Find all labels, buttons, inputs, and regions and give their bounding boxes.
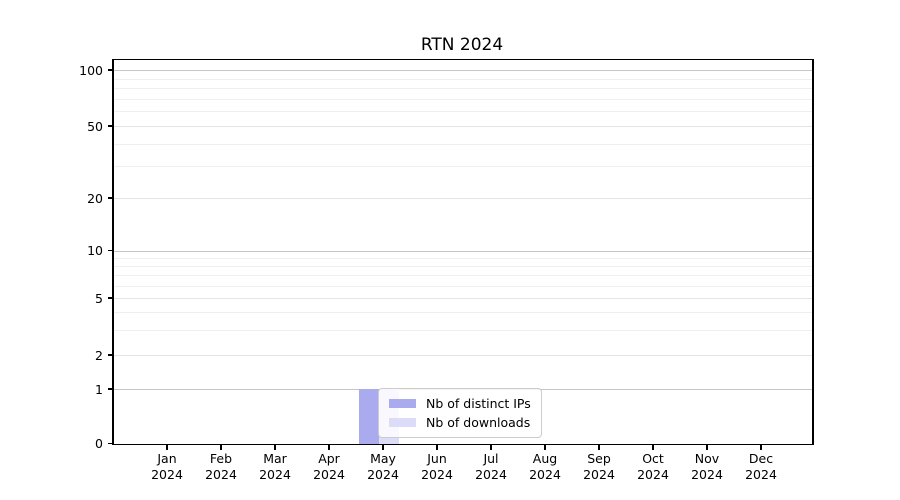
x-tick-label-aug-2024: Aug 2024 — [529, 451, 561, 482]
x-tick-oct-2024 — [652, 445, 654, 450]
x-tick-label-apr-2024: Apr 2024 — [313, 451, 345, 482]
y-tick-10 — [107, 249, 112, 252]
y-tick-label-20: 20 — [87, 190, 103, 206]
y-tick-50 — [107, 125, 112, 127]
x-tick-label-sep-2024: Sep 2024 — [583, 451, 615, 482]
y-tick-1 — [107, 388, 112, 390]
spine-bottom — [112, 443, 814, 446]
x-tick-apr-2024 — [328, 445, 330, 450]
x-tick-jun-2024 — [436, 445, 438, 450]
legend-entry-nb-of-distinct-ips: Nb of distinct IPs — [389, 395, 531, 413]
y-tick-label-1: 1 — [95, 381, 103, 397]
gridline-minor-30 — [113, 166, 812, 168]
y-tick-0 — [107, 442, 112, 445]
gridline-major-50 — [113, 126, 812, 127]
x-tick-dec-2024 — [760, 445, 762, 450]
spine-top — [112, 58, 814, 61]
x-tick-jul-2024 — [490, 445, 492, 450]
spine-left — [112, 58, 114, 446]
y-tick-label-0: 0 — [95, 436, 103, 451]
gridline-minor-90 — [113, 78, 812, 80]
x-tick-jan-2024 — [166, 445, 168, 450]
gridline-major-100 — [113, 70, 812, 71]
gridline-minor-8 — [113, 265, 812, 267]
y-tick-label-100: 100 — [79, 62, 103, 78]
gridline-minor-70 — [113, 98, 812, 100]
y-tick-label-50: 50 — [87, 118, 103, 134]
y-tick-label-10: 10 — [87, 243, 103, 258]
legend-swatch-nb-of-distinct-ips — [389, 398, 416, 409]
gridline-major-2 — [113, 355, 812, 356]
gridline-minor-9 — [113, 257, 812, 259]
y-tick-2 — [107, 354, 112, 356]
y-tick-5 — [107, 297, 112, 299]
legend-label-nb-of-downloads: Nb of downloads — [426, 414, 531, 430]
chart-title: RTN 2024 — [420, 35, 504, 55]
gridline-minor-60 — [113, 111, 812, 113]
x-tick-label-mar-2024: Mar 2024 — [259, 451, 291, 482]
x-tick-label-jan-2024: Jan 2024 — [151, 451, 183, 482]
x-tick-label-may-2024: May 2024 — [367, 451, 399, 482]
gridline-minor-4 — [113, 311, 812, 313]
gridline-minor-7 — [113, 274, 812, 276]
gridline-minor-3 — [113, 329, 812, 331]
y-tick-label-2: 2 — [95, 347, 103, 363]
spine-right — [812, 58, 814, 446]
x-tick-feb-2024 — [220, 445, 222, 450]
x-tick-label-jul-2024: Jul 2024 — [475, 451, 507, 482]
gridline-major-10 — [113, 250, 812, 252]
y-tick-label-5: 5 — [95, 290, 103, 306]
gridline-major-5 — [113, 298, 812, 299]
legend-entry-nb-of-downloads: Nb of downloads — [389, 414, 531, 432]
gridline-major-20 — [113, 198, 812, 199]
x-tick-nov-2024 — [706, 445, 708, 450]
x-tick-label-dec-2024: Dec 2024 — [745, 451, 777, 482]
gridline-minor-80 — [113, 88, 812, 90]
x-tick-label-jun-2024: Jun 2024 — [421, 451, 453, 482]
legend: Nb of distinct IPs Nb of downloads — [378, 388, 542, 438]
y-tick-100 — [107, 69, 112, 71]
x-tick-mar-2024 — [274, 445, 276, 450]
legend-swatch-nb-of-downloads — [389, 417, 416, 428]
x-tick-label-oct-2024: Oct 2024 — [637, 451, 669, 482]
x-tick-label-feb-2024: Feb 2024 — [205, 451, 237, 482]
x-tick-may-2024 — [382, 445, 384, 450]
x-tick-label-nov-2024: Nov 2024 — [691, 451, 723, 482]
gridline-minor-6 — [113, 285, 812, 287]
x-tick-aug-2024 — [544, 445, 546, 450]
x-tick-sep-2024 — [598, 445, 600, 450]
gridline-minor-40 — [113, 143, 812, 145]
bar-nb-of-distinct-ips-may-2024 — [359, 389, 379, 444]
legend-label-nb-of-distinct-ips: Nb of distinct IPs — [426, 395, 531, 411]
y-tick-20 — [107, 197, 112, 199]
